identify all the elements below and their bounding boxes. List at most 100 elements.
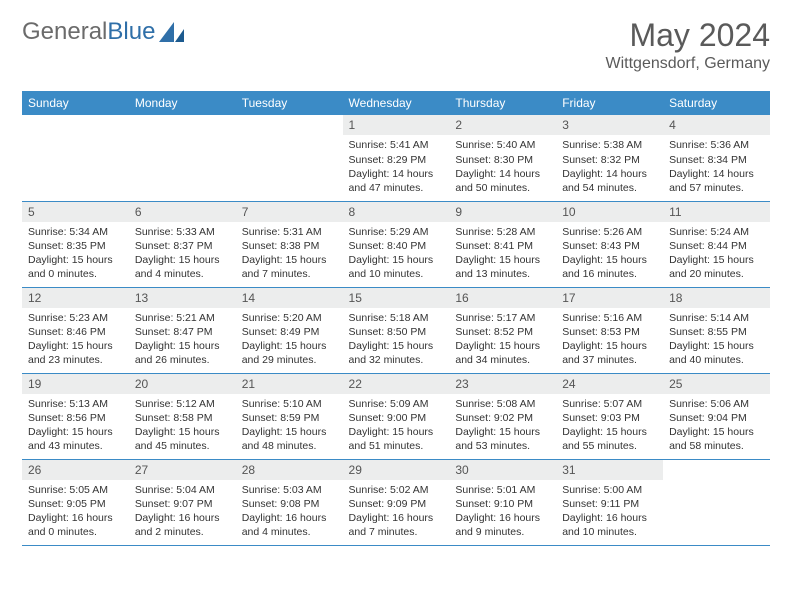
day-number: 23: [449, 374, 556, 394]
calendar-row: 19Sunrise: 5:13 AMSunset: 8:56 PMDayligh…: [22, 373, 770, 459]
day-details: Sunrise: 5:33 AMSunset: 8:37 PMDaylight:…: [129, 222, 236, 286]
calendar-cell: 27Sunrise: 5:04 AMSunset: 9:07 PMDayligh…: [129, 459, 236, 545]
day-details: Sunrise: 5:12 AMSunset: 8:58 PMDaylight:…: [129, 394, 236, 458]
detail-line: and 7 minutes.: [242, 267, 337, 281]
day-number: 18: [663, 288, 770, 308]
detail-line: Sunrise: 5:06 AM: [669, 397, 764, 411]
detail-line: Sunset: 9:11 PM: [562, 497, 657, 511]
day-number: 21: [236, 374, 343, 394]
calendar-cell: 28Sunrise: 5:03 AMSunset: 9:08 PMDayligh…: [236, 459, 343, 545]
detail-line: Sunset: 9:03 PM: [562, 411, 657, 425]
detail-line: Daylight: 15 hours: [455, 339, 550, 353]
detail-line: Sunset: 9:08 PM: [242, 497, 337, 511]
calendar-cell: 16 Sunrise: 5:17 AMSunset: 8:52 PMDayligh…: [449, 287, 556, 373]
detail-line: Daylight: 15 hours: [242, 339, 337, 353]
day-details: Sunrise: 5:28 AMSunset: 8:41 PMDaylight:…: [449, 222, 556, 286]
logo-sail-icon: [159, 22, 185, 44]
detail-line: and 47 minutes.: [349, 181, 444, 195]
detail-line: and 51 minutes.: [349, 439, 444, 453]
detail-line: Daylight: 15 hours: [349, 425, 444, 439]
calendar-cell: 7Sunrise: 5:31 AMSunset: 8:38 PMDaylight…: [236, 201, 343, 287]
detail-line: and 9 minutes.: [455, 525, 550, 539]
calendar-row: 1Sunrise: 5:41 AMSunset: 8:29 PMDaylight…: [22, 115, 770, 201]
day-details: Sunrise: 5:02 AMSunset: 9:09 PMDaylight:…: [343, 480, 450, 544]
detail-line: Daylight: 15 hours: [349, 253, 444, 267]
calendar-cell: 9Sunrise: 5:28 AMSunset: 8:41 PMDaylight…: [449, 201, 556, 287]
detail-line: Sunset: 8:49 PM: [242, 325, 337, 339]
detail-line: Daylight: 15 hours: [562, 253, 657, 267]
day-number: 15: [343, 288, 450, 308]
detail-line: Sunrise: 5:07 AM: [562, 397, 657, 411]
day-number: 17: [556, 288, 663, 308]
calendar-cell: 1Sunrise: 5:41 AMSunset: 8:29 PMDaylight…: [343, 115, 450, 201]
detail-line: Daylight: 15 hours: [669, 339, 764, 353]
detail-line: Daylight: 16 hours: [455, 511, 550, 525]
day-number: 20: [129, 374, 236, 394]
day-details: Sunrise: 5:06 AMSunset: 9:04 PMDaylight:…: [663, 394, 770, 458]
detail-line: and 20 minutes.: [669, 267, 764, 281]
day-details: Sunrise: 5:41 AMSunset: 8:29 PMDaylight:…: [343, 135, 450, 199]
detail-line: Daylight: 14 hours: [455, 167, 550, 181]
day-details: Sunrise: 5:05 AMSunset: 9:05 PMDaylight:…: [22, 480, 129, 544]
day-details: Sunrise: 5:01 AMSunset: 9:10 PMDaylight:…: [449, 480, 556, 544]
detail-line: and 0 minutes.: [28, 267, 123, 281]
day-number: 8: [343, 202, 450, 222]
day-number: 9: [449, 202, 556, 222]
detail-line: Sunset: 8:40 PM: [349, 239, 444, 253]
weekday-header: Thursday: [449, 91, 556, 115]
detail-line: Sunset: 9:00 PM: [349, 411, 444, 425]
detail-line: and 50 minutes.: [455, 181, 550, 195]
detail-line: and 7 minutes.: [349, 525, 444, 539]
detail-line: Sunset: 8:38 PM: [242, 239, 337, 253]
detail-line: Sunrise: 5:17 AM: [455, 311, 550, 325]
detail-line: Sunset: 8:52 PM: [455, 325, 550, 339]
detail-line: Daylight: 15 hours: [455, 253, 550, 267]
day-details: Sunrise: 5:40 AMSunset: 8:30 PMDaylight:…: [449, 135, 556, 199]
detail-line: Daylight: 16 hours: [28, 511, 123, 525]
day-details: Sunrise: 5:36 AMSunset: 8:34 PMDaylight:…: [663, 135, 770, 199]
title-block: May 2024 Wittgensdorf, Germany: [606, 18, 771, 73]
detail-line: Daylight: 16 hours: [349, 511, 444, 525]
weekday-header: Tuesday: [236, 91, 343, 115]
detail-line: Sunrise: 5:13 AM: [28, 397, 123, 411]
day-details: Sunrise: 5:16 AMSunset: 8:53 PMDaylight:…: [556, 308, 663, 372]
day-details: Sunrise: 5:24 AMSunset: 8:44 PMDaylight:…: [663, 222, 770, 286]
calendar-cell: 30Sunrise: 5:01 AMSunset: 9:10 PMDayligh…: [449, 459, 556, 545]
day-number: 16: [449, 288, 556, 308]
detail-line: and 34 minutes.: [455, 353, 550, 367]
day-number: 2: [449, 115, 556, 135]
detail-line: Sunset: 9:04 PM: [669, 411, 764, 425]
header: GeneralBlue May 2024 Wittgensdorf, Germa…: [22, 18, 770, 73]
day-number: 3: [556, 115, 663, 135]
day-details: Sunrise: 5:08 AMSunset: 9:02 PMDaylight:…: [449, 394, 556, 458]
day-details: Sunrise: 5:10 AMSunset: 8:59 PMDaylight:…: [236, 394, 343, 458]
day-details: Sunrise: 5:31 AMSunset: 8:38 PMDaylight:…: [236, 222, 343, 286]
detail-line: Sunrise: 5:33 AM: [135, 225, 230, 239]
detail-line: Daylight: 15 hours: [669, 253, 764, 267]
calendar-cell: 17Sunrise: 5:16 AMSunset: 8:53 PMDayligh…: [556, 287, 663, 373]
weekday-header: Sunday: [22, 91, 129, 115]
day-details: Sunrise: 5:34 AMSunset: 8:35 PMDaylight:…: [22, 222, 129, 286]
detail-line: and 58 minutes.: [669, 439, 764, 453]
calendar-cell: 13Sunrise: 5:21 AMSunset: 8:47 PMDayligh…: [129, 287, 236, 373]
detail-line: and 2 minutes.: [135, 525, 230, 539]
detail-line: and 0 minutes.: [28, 525, 123, 539]
calendar-cell: 24Sunrise: 5:07 AMSunset: 9:03 PMDayligh…: [556, 373, 663, 459]
detail-line: Sunrise: 5:21 AM: [135, 311, 230, 325]
day-details: Sunrise: 5:09 AMSunset: 9:00 PMDaylight:…: [343, 394, 450, 458]
detail-line: Sunrise: 5:28 AM: [455, 225, 550, 239]
detail-line: and 53 minutes.: [455, 439, 550, 453]
day-details: Sunrise: 5:38 AMSunset: 8:32 PMDaylight:…: [556, 135, 663, 199]
weekday-header: Wednesday: [343, 91, 450, 115]
calendar-cell: 19Sunrise: 5:13 AMSunset: 8:56 PMDayligh…: [22, 373, 129, 459]
weekday-header: Monday: [129, 91, 236, 115]
detail-line: Sunrise: 5:04 AM: [135, 483, 230, 497]
detail-line: Sunrise: 5:16 AM: [562, 311, 657, 325]
detail-line: Sunrise: 5:08 AM: [455, 397, 550, 411]
detail-line: Daylight: 16 hours: [562, 511, 657, 525]
detail-line: Daylight: 14 hours: [349, 167, 444, 181]
detail-line: Sunset: 8:37 PM: [135, 239, 230, 253]
detail-line: Sunset: 8:58 PM: [135, 411, 230, 425]
day-number: 7: [236, 202, 343, 222]
detail-line: Sunrise: 5:23 AM: [28, 311, 123, 325]
